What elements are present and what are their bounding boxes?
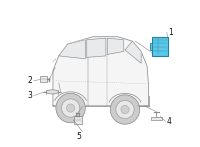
Text: 2: 2 bbox=[28, 76, 32, 85]
FancyBboxPatch shape bbox=[152, 37, 168, 56]
Text: 5: 5 bbox=[76, 132, 81, 141]
Polygon shape bbox=[53, 37, 149, 106]
FancyBboxPatch shape bbox=[74, 116, 82, 124]
FancyBboxPatch shape bbox=[40, 76, 47, 82]
FancyBboxPatch shape bbox=[151, 117, 162, 120]
Text: 1: 1 bbox=[168, 28, 173, 37]
Circle shape bbox=[56, 93, 85, 123]
Text: 3: 3 bbox=[28, 91, 32, 100]
Polygon shape bbox=[87, 38, 106, 57]
Circle shape bbox=[116, 100, 134, 119]
Ellipse shape bbox=[46, 90, 58, 94]
Polygon shape bbox=[59, 40, 85, 59]
Polygon shape bbox=[107, 38, 124, 54]
Circle shape bbox=[66, 104, 75, 112]
FancyBboxPatch shape bbox=[150, 44, 152, 50]
Text: 4: 4 bbox=[167, 117, 172, 126]
Circle shape bbox=[121, 105, 129, 114]
Polygon shape bbox=[125, 41, 141, 63]
Circle shape bbox=[61, 99, 80, 117]
Circle shape bbox=[110, 95, 140, 124]
